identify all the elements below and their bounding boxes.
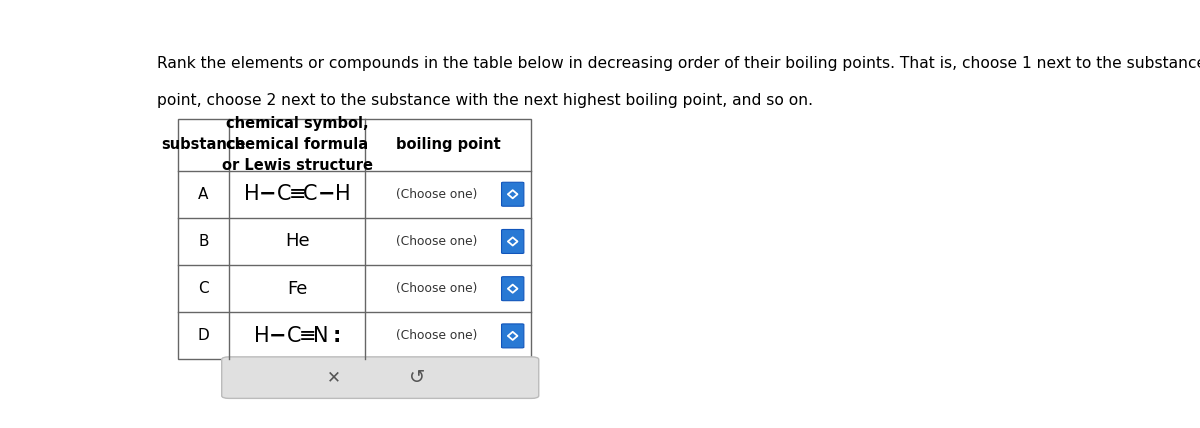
FancyBboxPatch shape — [502, 324, 524, 348]
Bar — [178, 119, 532, 360]
FancyBboxPatch shape — [502, 276, 524, 300]
Text: Rank the elements or compounds in the table below in decreasing order of their b: Rank the elements or compounds in the ta… — [157, 56, 1200, 71]
FancyBboxPatch shape — [502, 182, 524, 206]
Text: He: He — [284, 232, 310, 250]
Text: $\mathdefault{H} \mathbf{-} \mathdefault{C} \!\!\equiv\!\! \mathdefault{C} \math: $\mathdefault{H} \mathbf{-} \mathdefault… — [244, 184, 350, 204]
Text: substance: substance — [161, 137, 246, 152]
Text: D: D — [198, 328, 209, 343]
Text: ↺: ↺ — [409, 368, 426, 387]
Text: (Choose one): (Choose one) — [396, 330, 478, 342]
Text: B: B — [198, 234, 209, 249]
Text: C: C — [198, 281, 209, 296]
Text: boiling point: boiling point — [396, 137, 500, 152]
Text: ✕: ✕ — [326, 369, 341, 386]
Text: (Choose one): (Choose one) — [396, 235, 478, 248]
Text: (Choose one): (Choose one) — [396, 282, 478, 295]
Text: $\mathdefault{H} \mathbf{-} \mathdefault{C} \!\!\equiv\!\! \mathdefault{N} \math: $\mathdefault{H} \mathbf{-} \mathdefault… — [253, 326, 341, 346]
Text: point, choose 2 next to the substance with the next highest boiling point, and s: point, choose 2 next to the substance wi… — [157, 92, 814, 107]
FancyBboxPatch shape — [222, 357, 539, 398]
Text: (Choose one): (Choose one) — [396, 188, 478, 201]
Text: A: A — [198, 187, 209, 202]
FancyBboxPatch shape — [502, 229, 524, 253]
Text: Fe: Fe — [287, 279, 307, 298]
Text: chemical symbol,
chemical formula
or Lewis structure: chemical symbol, chemical formula or Lew… — [222, 116, 373, 173]
